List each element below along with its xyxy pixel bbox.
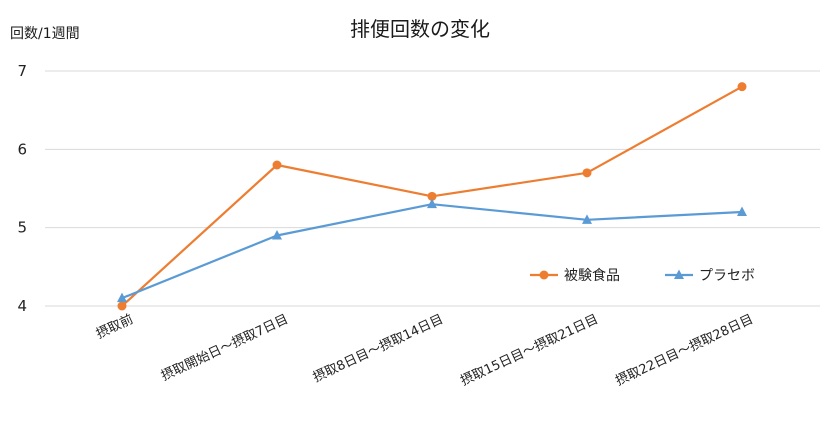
- series-line: [121, 203, 743, 300]
- data-point: [272, 160, 282, 170]
- y-tick-label: 4: [17, 297, 27, 315]
- x-tick-label: 摂取15日目～摂取21日目: [458, 311, 601, 389]
- y-tick-label: 6: [17, 140, 27, 158]
- y-axis-ticks: 4 5 6 7: [17, 62, 27, 315]
- data-point: [582, 168, 592, 178]
- y-tick-label: 7: [17, 62, 27, 80]
- data-point: [117, 292, 127, 303]
- legend-label: 被験食品: [564, 267, 620, 284]
- series-2: [117, 198, 747, 303]
- x-tick-label: 摂取22日目～摂取28日目: [613, 311, 756, 389]
- data-point: [737, 82, 747, 92]
- x-tick-label: 摂取8日目～摂取14日目: [310, 311, 445, 385]
- data-point: [427, 191, 437, 201]
- y-tick-label: 5: [17, 219, 27, 237]
- x-axis-ticks: 摂取前 摂取開始日～摂取7日目 摂取8日目～摂取14日目 摂取15日目～摂取21日目摂…: [94, 311, 756, 389]
- data-point: [272, 230, 282, 240]
- x-tick-label: 摂取前: [94, 311, 136, 342]
- data-point: [737, 206, 747, 216]
- data-point: [582, 214, 592, 224]
- y-axis-label: 回数/1週間: [10, 26, 80, 42]
- x-tick-label: 摂取開始日～摂取7日目: [159, 311, 291, 384]
- gridlines: [45, 70, 820, 307]
- legend-marker: [539, 270, 549, 280]
- chart-title: 排便回数の変化: [350, 17, 490, 41]
- data-point: [117, 301, 127, 311]
- series-1: [117, 82, 747, 311]
- legend-marker: [674, 269, 684, 279]
- legend-item: 被験食品: [530, 267, 620, 284]
- legend-item: プラセボ: [665, 268, 755, 284]
- legend: 被験食品 プラセボ: [530, 267, 755, 284]
- series-layer: [117, 82, 747, 311]
- legend-label: プラセボ: [699, 268, 755, 284]
- data-point: [427, 198, 437, 209]
